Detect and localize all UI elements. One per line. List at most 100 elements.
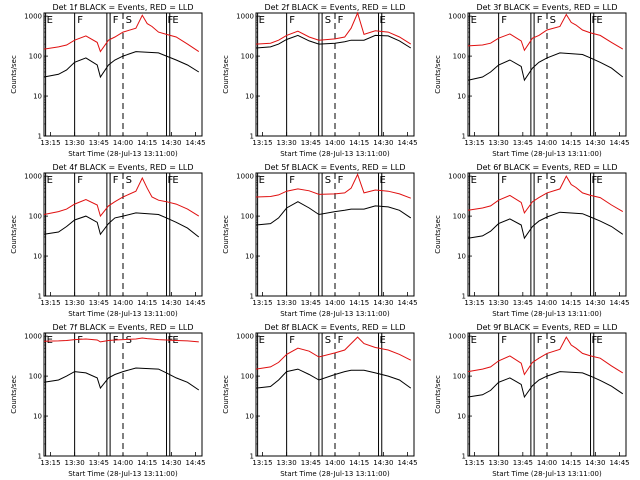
x-tick-label: 14:00 [113, 299, 133, 307]
x-tick-label: 13:15 [252, 459, 272, 467]
x-tick-label: 13:15 [40, 459, 60, 467]
x-tick-label: 14:45 [397, 299, 417, 307]
event-annotation: F [338, 175, 344, 186]
x-tick-label: 13:45 [513, 299, 533, 307]
x-tick-label: 13:30 [489, 299, 509, 307]
x-tick-label: 14:15 [561, 299, 581, 307]
event-annotation: F [338, 15, 344, 26]
panel-title: Det 7f BLACK = Events, RED = LLD [52, 323, 193, 332]
chart-panel-9: Det 9f BLACK = Events, RED = LLD Counts/s… [434, 323, 630, 478]
x-tick-label: 14:45 [397, 139, 417, 147]
panel-title: Det 1f BLACK = Events, RED = LLD [52, 3, 193, 12]
y-tick-label: 1000 [24, 13, 42, 21]
y-axis-label: Counts/sec [10, 215, 18, 254]
event-annotation: S [550, 335, 556, 346]
series-events-line [467, 371, 624, 399]
x-tick-label: 14:30 [585, 459, 605, 467]
y-axis-label: Counts/sec [434, 375, 442, 414]
y-axis-label: Counts/sec [434, 215, 442, 254]
panel-title: Det 4f BLACK = Events, RED = LLD [52, 163, 193, 172]
y-tick-label: 10 [33, 413, 42, 421]
x-tick-label: 14:30 [373, 299, 393, 307]
x-tick-label: 14:30 [161, 459, 181, 467]
chart-panel-2: Det 2f BLACK = Events, RED = LLD Counts/s… [222, 3, 418, 158]
event-annotation: E [172, 15, 178, 26]
event-annotation: F [501, 335, 507, 346]
x-axis-label: Start Time (28-Jul-13 13:11:00) [492, 310, 602, 318]
x-tick-label: 14:45 [185, 139, 205, 147]
panel-title: Det 9f BLACK = Events, RED = LLD [476, 323, 617, 332]
series-lld-line [43, 337, 199, 343]
event-annotation: F [537, 335, 543, 346]
y-tick-label: 1 [38, 293, 42, 301]
series-events-line [467, 52, 624, 82]
y-axis-label: Counts/sec [10, 55, 18, 94]
chart-panel-4: Det 4f BLACK = Events, RED = LLD Counts/s… [10, 163, 206, 318]
x-tick-label: 14:00 [113, 459, 133, 467]
x-tick-label: 13:30 [277, 139, 297, 147]
y-tick-label: 10 [245, 93, 254, 101]
event-annotation: F [501, 175, 507, 186]
x-tick-label: 14:45 [609, 459, 629, 467]
x-tick-label: 14:45 [185, 299, 205, 307]
x-tick-label: 13:45 [89, 299, 109, 307]
event-annotation: E [380, 335, 386, 346]
event-annotation: E [47, 15, 53, 26]
x-axis-label: Start Time (28-Jul-13 13:11:00) [68, 310, 178, 318]
panel-title: Det 3f BLACK = Events, RED = LLD [476, 3, 617, 12]
y-tick-label: 1 [462, 453, 466, 461]
x-tick-label: 14:15 [349, 299, 369, 307]
event-annotation: S [325, 15, 331, 26]
x-tick-label: 14:45 [609, 139, 629, 147]
x-axis-label: Start Time (28-Jul-13 13:11:00) [280, 150, 390, 158]
series-lld-line [467, 175, 624, 215]
y-tick-label: 100 [241, 213, 254, 221]
x-tick-label: 13:15 [252, 299, 272, 307]
event-annotation: F [289, 335, 295, 346]
x-tick-label: 13:15 [40, 139, 60, 147]
y-tick-label: 10 [33, 93, 42, 101]
y-tick-label: 1000 [236, 173, 254, 181]
y-tick-label: 10 [457, 253, 466, 261]
x-tick-label: 14:30 [161, 299, 181, 307]
event-annotation: F [537, 15, 543, 26]
event-annotation: F [168, 175, 174, 186]
x-axis-label: Start Time (28-Jul-13 13:11:00) [492, 470, 602, 478]
x-tick-label: 13:45 [301, 459, 321, 467]
x-tick-label: 13:45 [301, 299, 321, 307]
event-annotation: F [77, 335, 83, 346]
series-lld-line [43, 176, 200, 218]
chart-panel-3: Det 3f BLACK = Events, RED = LLD Counts/s… [434, 3, 630, 158]
event-annotation: S [325, 175, 331, 186]
y-tick-label: 10 [33, 253, 42, 261]
event-annotation: E [471, 335, 477, 346]
x-axis-label: Start Time (28-Jul-13 13:11:00) [280, 310, 390, 318]
panel-title: Det 6f BLACK = Events, RED = LLD [476, 163, 617, 172]
y-tick-label: 1 [462, 133, 466, 141]
x-tick-label: 14:00 [537, 459, 557, 467]
x-tick-label: 14:15 [137, 139, 157, 147]
event-annotation: E [259, 15, 265, 26]
x-tick-label: 14:15 [349, 459, 369, 467]
x-tick-label: 14:45 [609, 299, 629, 307]
event-annotation: E [259, 175, 265, 186]
event-annotation: F [168, 15, 174, 26]
x-axis-label: Start Time (28-Jul-13 13:11:00) [280, 470, 390, 478]
x-tick-label: 13:30 [65, 139, 85, 147]
x-tick-label: 13:45 [513, 139, 533, 147]
chart-panel-5: Det 5f BLACK = Events, RED = LLD Counts/s… [222, 163, 418, 318]
y-tick-label: 1000 [24, 173, 42, 181]
x-tick-label: 13:30 [65, 459, 85, 467]
chart-panel-6: Det 6f BLACK = Events, RED = LLD Counts/s… [434, 163, 630, 318]
y-tick-label: 100 [29, 53, 42, 61]
x-axis-label: Start Time (28-Jul-13 13:11:00) [68, 150, 178, 158]
y-axis-label: Counts/sec [222, 215, 230, 254]
x-tick-label: 13:30 [277, 299, 297, 307]
x-tick-label: 14:30 [585, 139, 605, 147]
event-annotation: E [596, 175, 602, 186]
chart-panel-1: Det 1f BLACK = Events, RED = LLD Counts/s… [10, 3, 206, 158]
x-tick-label: 14:30 [373, 459, 393, 467]
panel-title: Det 8f BLACK = Events, RED = LLD [264, 323, 405, 332]
x-tick-label: 14:15 [137, 299, 157, 307]
